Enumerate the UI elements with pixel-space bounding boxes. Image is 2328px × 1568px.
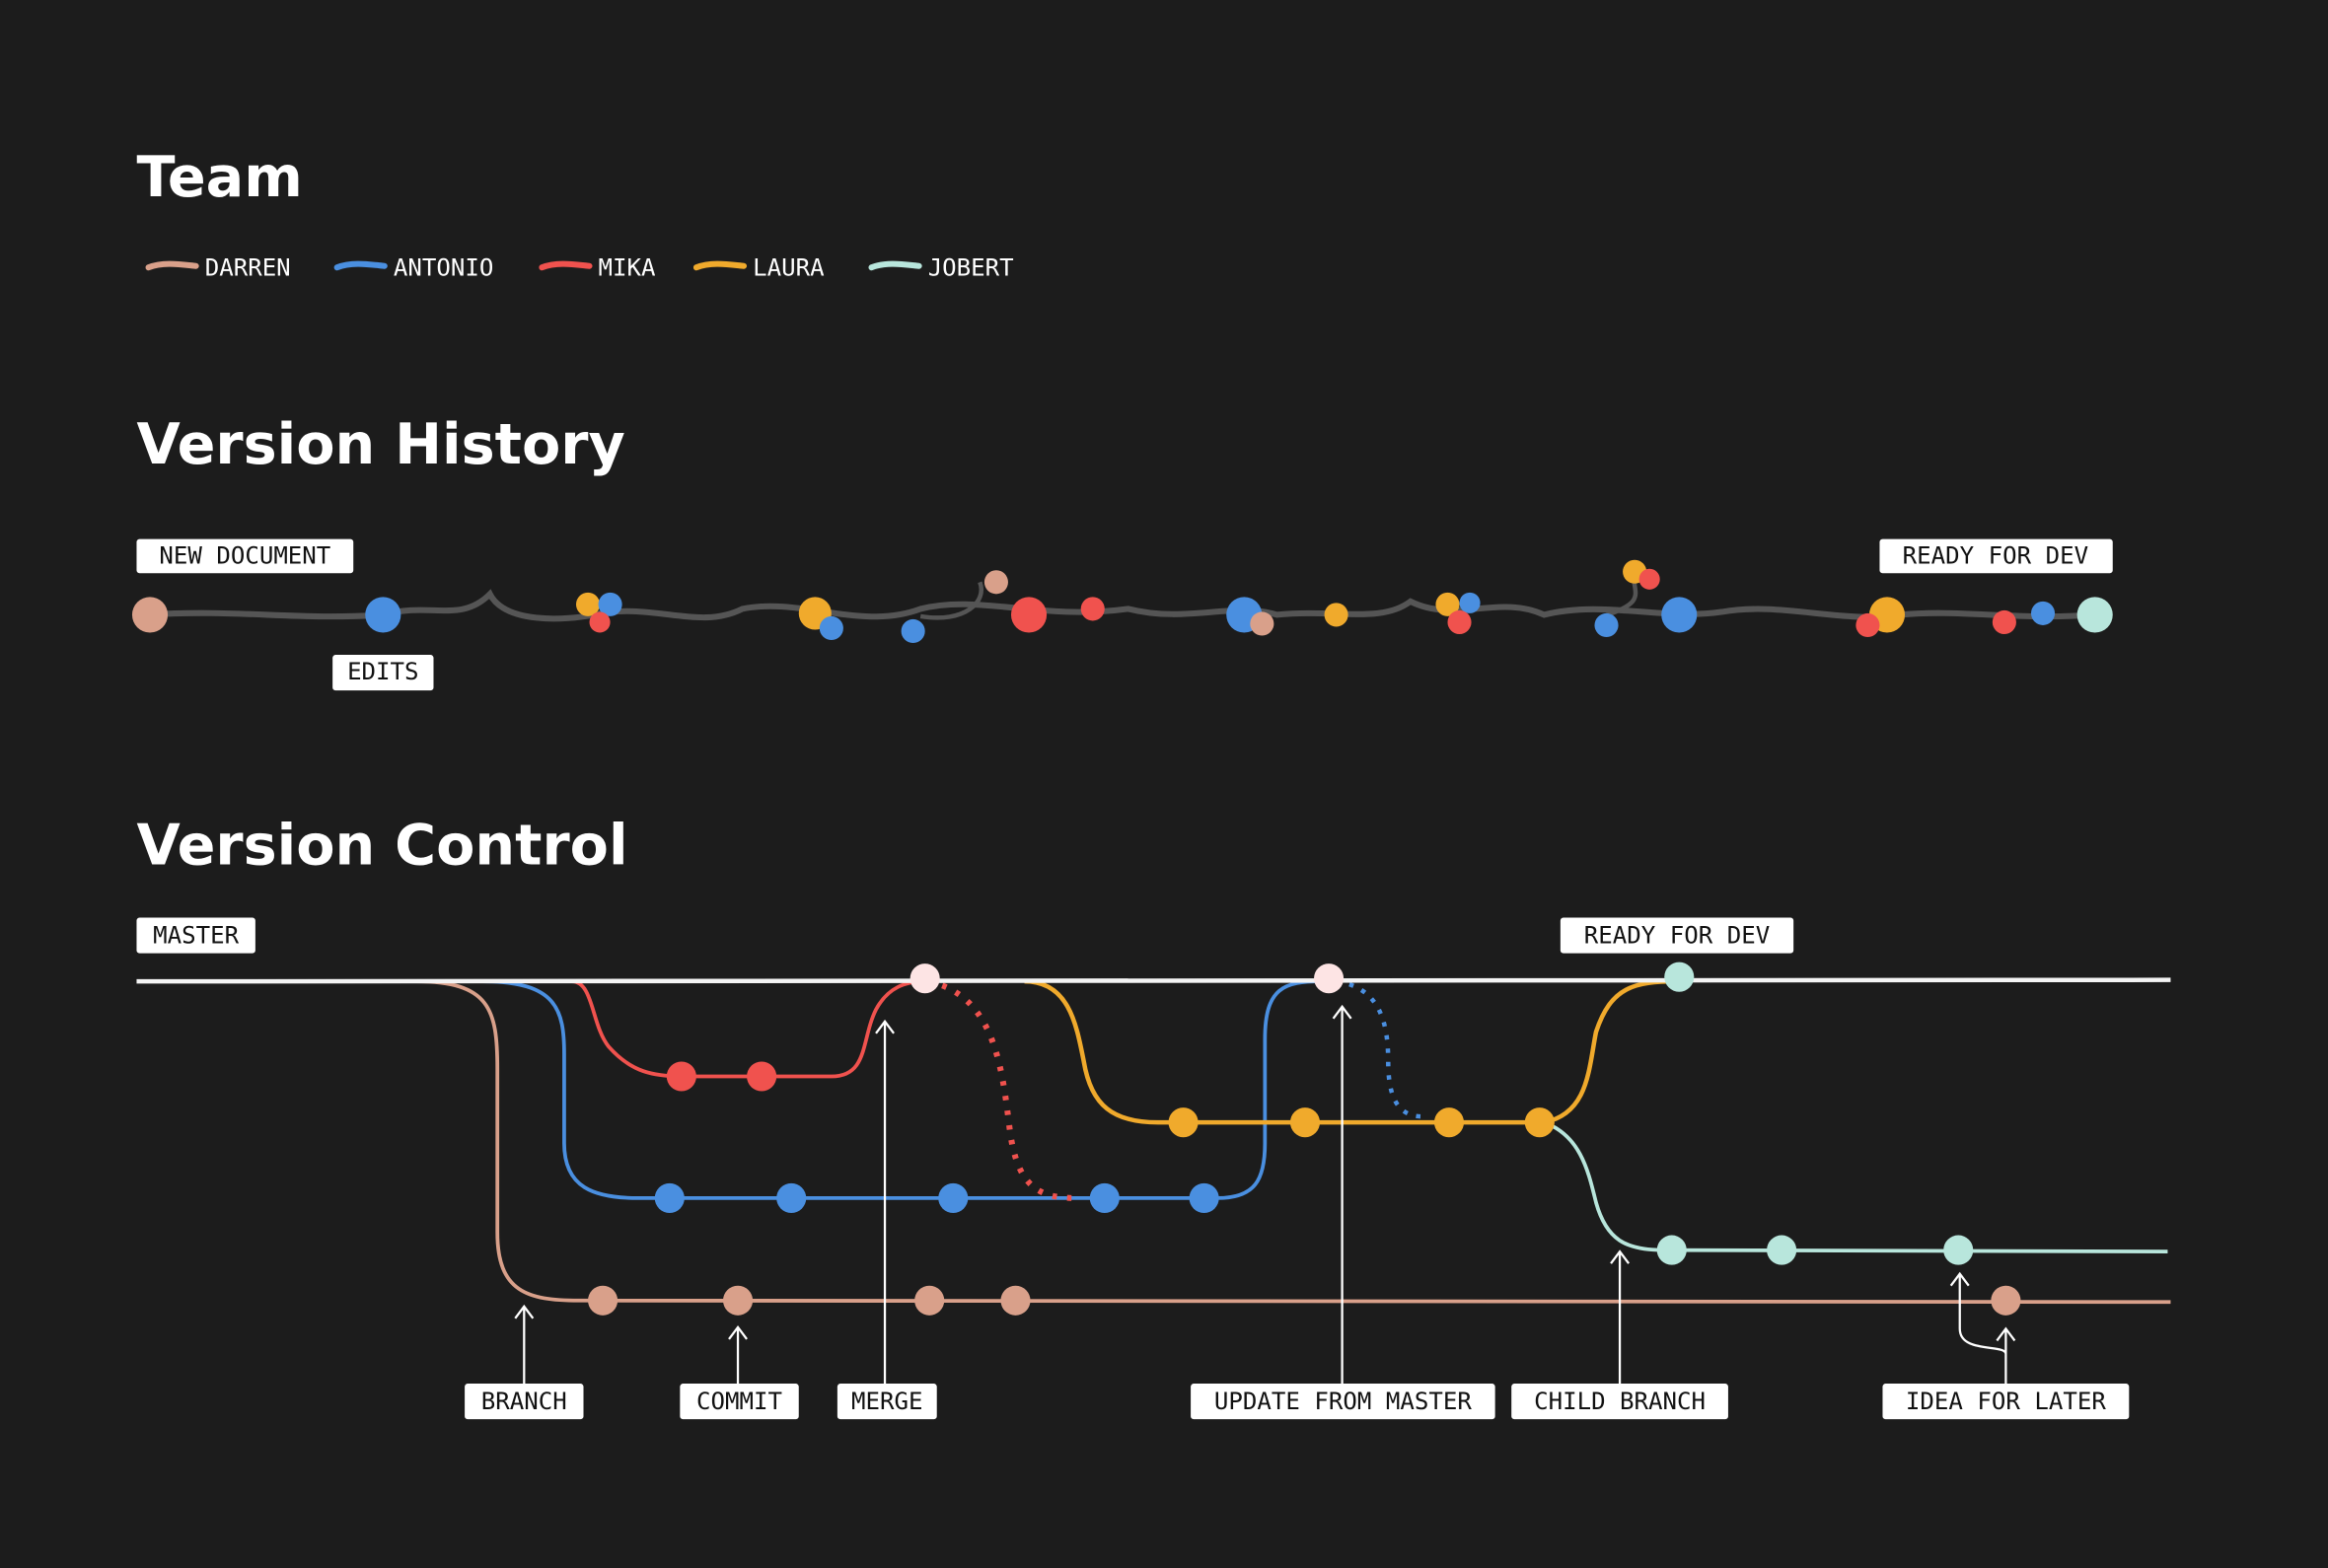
tag: EDITS: [347, 658, 418, 685]
history-dot: [819, 615, 843, 641]
tag: BRANCH: [481, 1388, 567, 1415]
history-dots: [131, 559, 2113, 644]
tag-box: [1879, 538, 2113, 574]
legend: DARREN ANTONIO MIKA LAURA JOBERT: [145, 254, 1014, 282]
commit-dot: [1189, 1182, 1219, 1213]
commit-dot: [666, 1061, 696, 1092]
tag: COMMIT: [696, 1388, 782, 1415]
tag-box: [1191, 1384, 1495, 1420]
commit-dot: [1524, 1107, 1555, 1138]
history-dot: [2030, 601, 2056, 625]
tag: READY FOR DEV: [1903, 542, 2088, 570]
tag: READY FOR DEV: [1584, 921, 1770, 949]
tag-box: [136, 917, 255, 954]
history-dot: [1080, 597, 1105, 621]
legend-label: JOBERT: [928, 254, 1014, 282]
legend-swatch: [333, 260, 388, 271]
commit-dot: [1089, 1182, 1120, 1213]
commit-dot: [1664, 962, 1695, 992]
tag-box: [680, 1384, 799, 1420]
tag-box: [837, 1384, 937, 1420]
history-dot: [983, 570, 1008, 595]
legend-label: DARREN: [205, 254, 291, 282]
tag: MERGE: [851, 1388, 922, 1415]
tag: NEW DOCUMENT: [159, 542, 330, 570]
tag-box: [1511, 1384, 1728, 1420]
history-dot: [1661, 597, 1698, 633]
legend-swatch: [868, 260, 922, 271]
history-dot: [131, 597, 169, 633]
history-line: [148, 589, 2094, 622]
control-title: Version Control: [136, 813, 627, 878]
commit-dot: [654, 1182, 685, 1213]
commit-dot: [1433, 1107, 1465, 1138]
commit-dot: [1289, 1107, 1321, 1138]
commit-dot: [1168, 1107, 1199, 1138]
history-dot: [901, 618, 925, 644]
legend-label: MIKA: [599, 254, 656, 282]
commit-dot: [914, 1285, 945, 1316]
history-dot: [1250, 611, 1274, 636]
legend-label: ANTONIO: [394, 254, 493, 282]
history-dot: [1459, 592, 1481, 613]
history-dot: [589, 611, 611, 633]
branches: [136, 977, 2171, 1305]
commit-dot: [1943, 1235, 1974, 1265]
commit-dot: [1000, 1285, 1031, 1316]
legend-swatch: [692, 260, 748, 271]
history-dot: [1447, 609, 1472, 634]
history-dot: [365, 597, 401, 633]
commit-dot: [1656, 1235, 1687, 1265]
tag: UPDATE FROM MASTER: [1214, 1388, 1472, 1415]
tag-box: [332, 655, 434, 691]
tag-box: [1882, 1384, 2130, 1420]
history-dot: [2076, 597, 2113, 633]
history-dot: [1435, 592, 1460, 616]
tag: CHILD BRANCH: [1534, 1388, 1706, 1415]
commit-dots: [588, 962, 2021, 1316]
history-dot: [1638, 568, 1660, 590]
commit-dot: [909, 963, 940, 994]
commit-dot: [1991, 1285, 2021, 1316]
history-dot: [575, 592, 601, 616]
tag-box: [465, 1384, 584, 1420]
commit-dot: [1767, 1235, 1797, 1265]
commit-dot: [722, 1285, 754, 1316]
history-dot: [598, 592, 622, 616]
history-dot: [1010, 597, 1048, 633]
commit-dot: [776, 1182, 807, 1213]
legend-swatch: [539, 260, 593, 271]
history-dot: [1324, 603, 1348, 627]
history-dot: [1855, 612, 1880, 637]
tag: IDEA FOR LATER: [1906, 1388, 2106, 1415]
team-title: Team: [136, 145, 302, 210]
tag-box: [136, 538, 354, 574]
arrows: [514, 1004, 2016, 1385]
commit-dot: [938, 1182, 969, 1213]
history-title: Version History: [136, 412, 624, 477]
commit-dot: [588, 1285, 618, 1316]
history-dot: [1594, 612, 1619, 637]
legend-swatch: [145, 260, 199, 271]
commit-dot: [747, 1061, 777, 1092]
history-dot: [1992, 609, 2016, 634]
tag: MASTER: [153, 921, 239, 949]
tag-box: [1560, 917, 1794, 954]
commit-dot: [1314, 963, 1345, 994]
legend-label: LAURA: [753, 254, 825, 282]
